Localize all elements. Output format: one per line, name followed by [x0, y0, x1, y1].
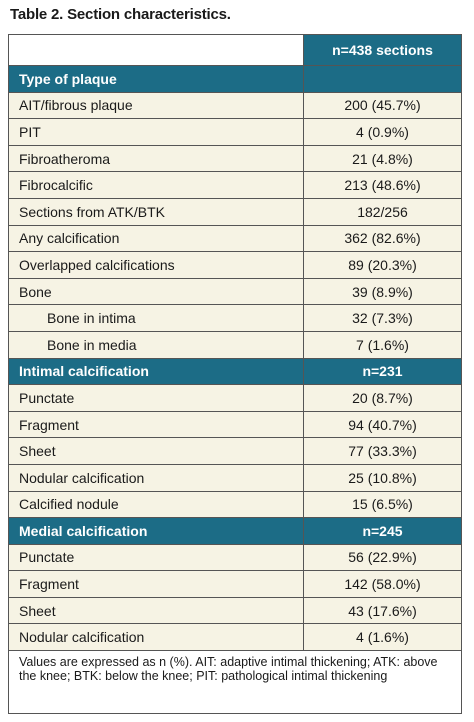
characteristics-table: n=438 sections Type of plaque AIT/fibrous… — [8, 34, 462, 714]
row-value: 25 (10.8%) — [348, 469, 417, 486]
section-header-row: Medial calcification n=245 — [9, 518, 461, 545]
row-value: 142 (58.0%) — [344, 576, 421, 593]
row-value: 182/256 — [357, 203, 408, 220]
row-value: 7 (1.6%) — [356, 336, 409, 353]
table-row: Bone 39 (8.9%) — [9, 278, 461, 306]
row-value: 43 (17.6%) — [348, 602, 417, 619]
table-row: AIT/fibrous plaque 200 (45.7%) — [9, 92, 461, 120]
section-count: n=245 — [362, 522, 403, 539]
table-row: Overlapped calcifications 89 (20.3%) — [9, 252, 461, 279]
header-sections-count: n=438 sections — [332, 42, 433, 58]
section-count — [304, 66, 461, 92]
row-label: Nodular calcification — [9, 624, 304, 651]
row-value: 362 (82.6%) — [344, 230, 421, 247]
table-row: Nodular calcification 4 (1.6%) — [9, 624, 461, 652]
table-row: Punctate 20 (8.7%) — [9, 385, 461, 412]
table-row: Sections from ATK/BTK 182/256 — [9, 198, 461, 226]
section-header-row: Type of plaque — [9, 66, 461, 93]
row-value: 56 (22.9%) — [348, 549, 417, 566]
row-value: 200 (45.7%) — [344, 97, 421, 114]
row-label: Fibrocalcific — [9, 172, 304, 198]
table-row: Any calcification 362 (82.6%) — [9, 225, 461, 253]
row-label: Bone in intima — [9, 305, 304, 331]
row-label: PIT — [9, 119, 304, 145]
row-value: 4 (0.9%) — [356, 123, 409, 140]
row-label: Nodular calcification — [9, 464, 304, 491]
row-value: 39 (8.9%) — [352, 283, 413, 300]
row-value: 213 (48.6%) — [344, 177, 421, 194]
section-title: Intimal calcification — [9, 358, 304, 385]
row-label: Sheet — [9, 597, 304, 624]
row-value: 94 (40.7%) — [348, 416, 417, 433]
section-count: n=231 — [362, 363, 403, 380]
table-row: Fragment 142 (58.0%) — [9, 571, 461, 598]
row-label: Calcified nodule — [9, 491, 304, 518]
row-label: Bone — [9, 278, 304, 305]
header-empty-cell — [9, 35, 304, 65]
row-label: Sections from ATK/BTK — [9, 198, 304, 225]
row-value: 89 (20.3%) — [348, 256, 417, 273]
row-value: 32 (7.3%) — [352, 310, 413, 327]
row-label: Fragment — [9, 571, 304, 597]
table-row: Sheet 77 (33.3%) — [9, 438, 461, 465]
row-value: 20 (8.7%) — [352, 389, 413, 406]
row-label: Punctate — [9, 385, 304, 411]
table-row: Sheet 43 (17.6%) — [9, 597, 461, 625]
table-row: Fibrocalcific 213 (48.6%) — [9, 172, 461, 199]
row-label: Bone in media — [9, 331, 304, 358]
row-label: Overlapped calcifications — [9, 252, 304, 278]
row-value: 21 (4.8%) — [352, 150, 413, 167]
table-row: Bone in media 7 (1.6%) — [9, 331, 461, 359]
table-row: Calcified nodule 15 (6.5%) — [9, 491, 461, 519]
table-row: Fragment 94 (40.7%) — [9, 411, 461, 439]
table-title: Table 2. Section characteristics. — [10, 6, 231, 23]
row-label: AIT/fibrous plaque — [9, 92, 304, 119]
table-row: Punctate 56 (22.9%) — [9, 544, 461, 572]
row-label: Sheet — [9, 438, 304, 464]
table-row: Bone in intima 32 (7.3%) — [9, 305, 461, 332]
table-row: Nodular calcification 25 (10.8%) — [9, 464, 461, 492]
row-value: 15 (6.5%) — [352, 496, 413, 513]
table-header-row: n=438 sections — [9, 35, 461, 66]
section-title: Type of plaque — [9, 66, 304, 92]
section-header-row: Intimal calcification n=231 — [9, 358, 461, 386]
row-label: Fibroatheroma — [9, 145, 304, 172]
section-title: Medial calcification — [9, 518, 304, 544]
row-label: Punctate — [9, 544, 304, 571]
row-label: Fragment — [9, 411, 304, 438]
table-row: PIT 4 (0.9%) — [9, 119, 461, 146]
table-row: Fibroatheroma 21 (4.8%) — [9, 145, 461, 173]
row-label: Any calcification — [9, 225, 304, 252]
row-value: 4 (1.6%) — [356, 629, 409, 646]
table-footnote: Values are expressed as n (%). AIT: adap… — [9, 651, 461, 713]
row-value: 77 (33.3%) — [348, 443, 417, 460]
